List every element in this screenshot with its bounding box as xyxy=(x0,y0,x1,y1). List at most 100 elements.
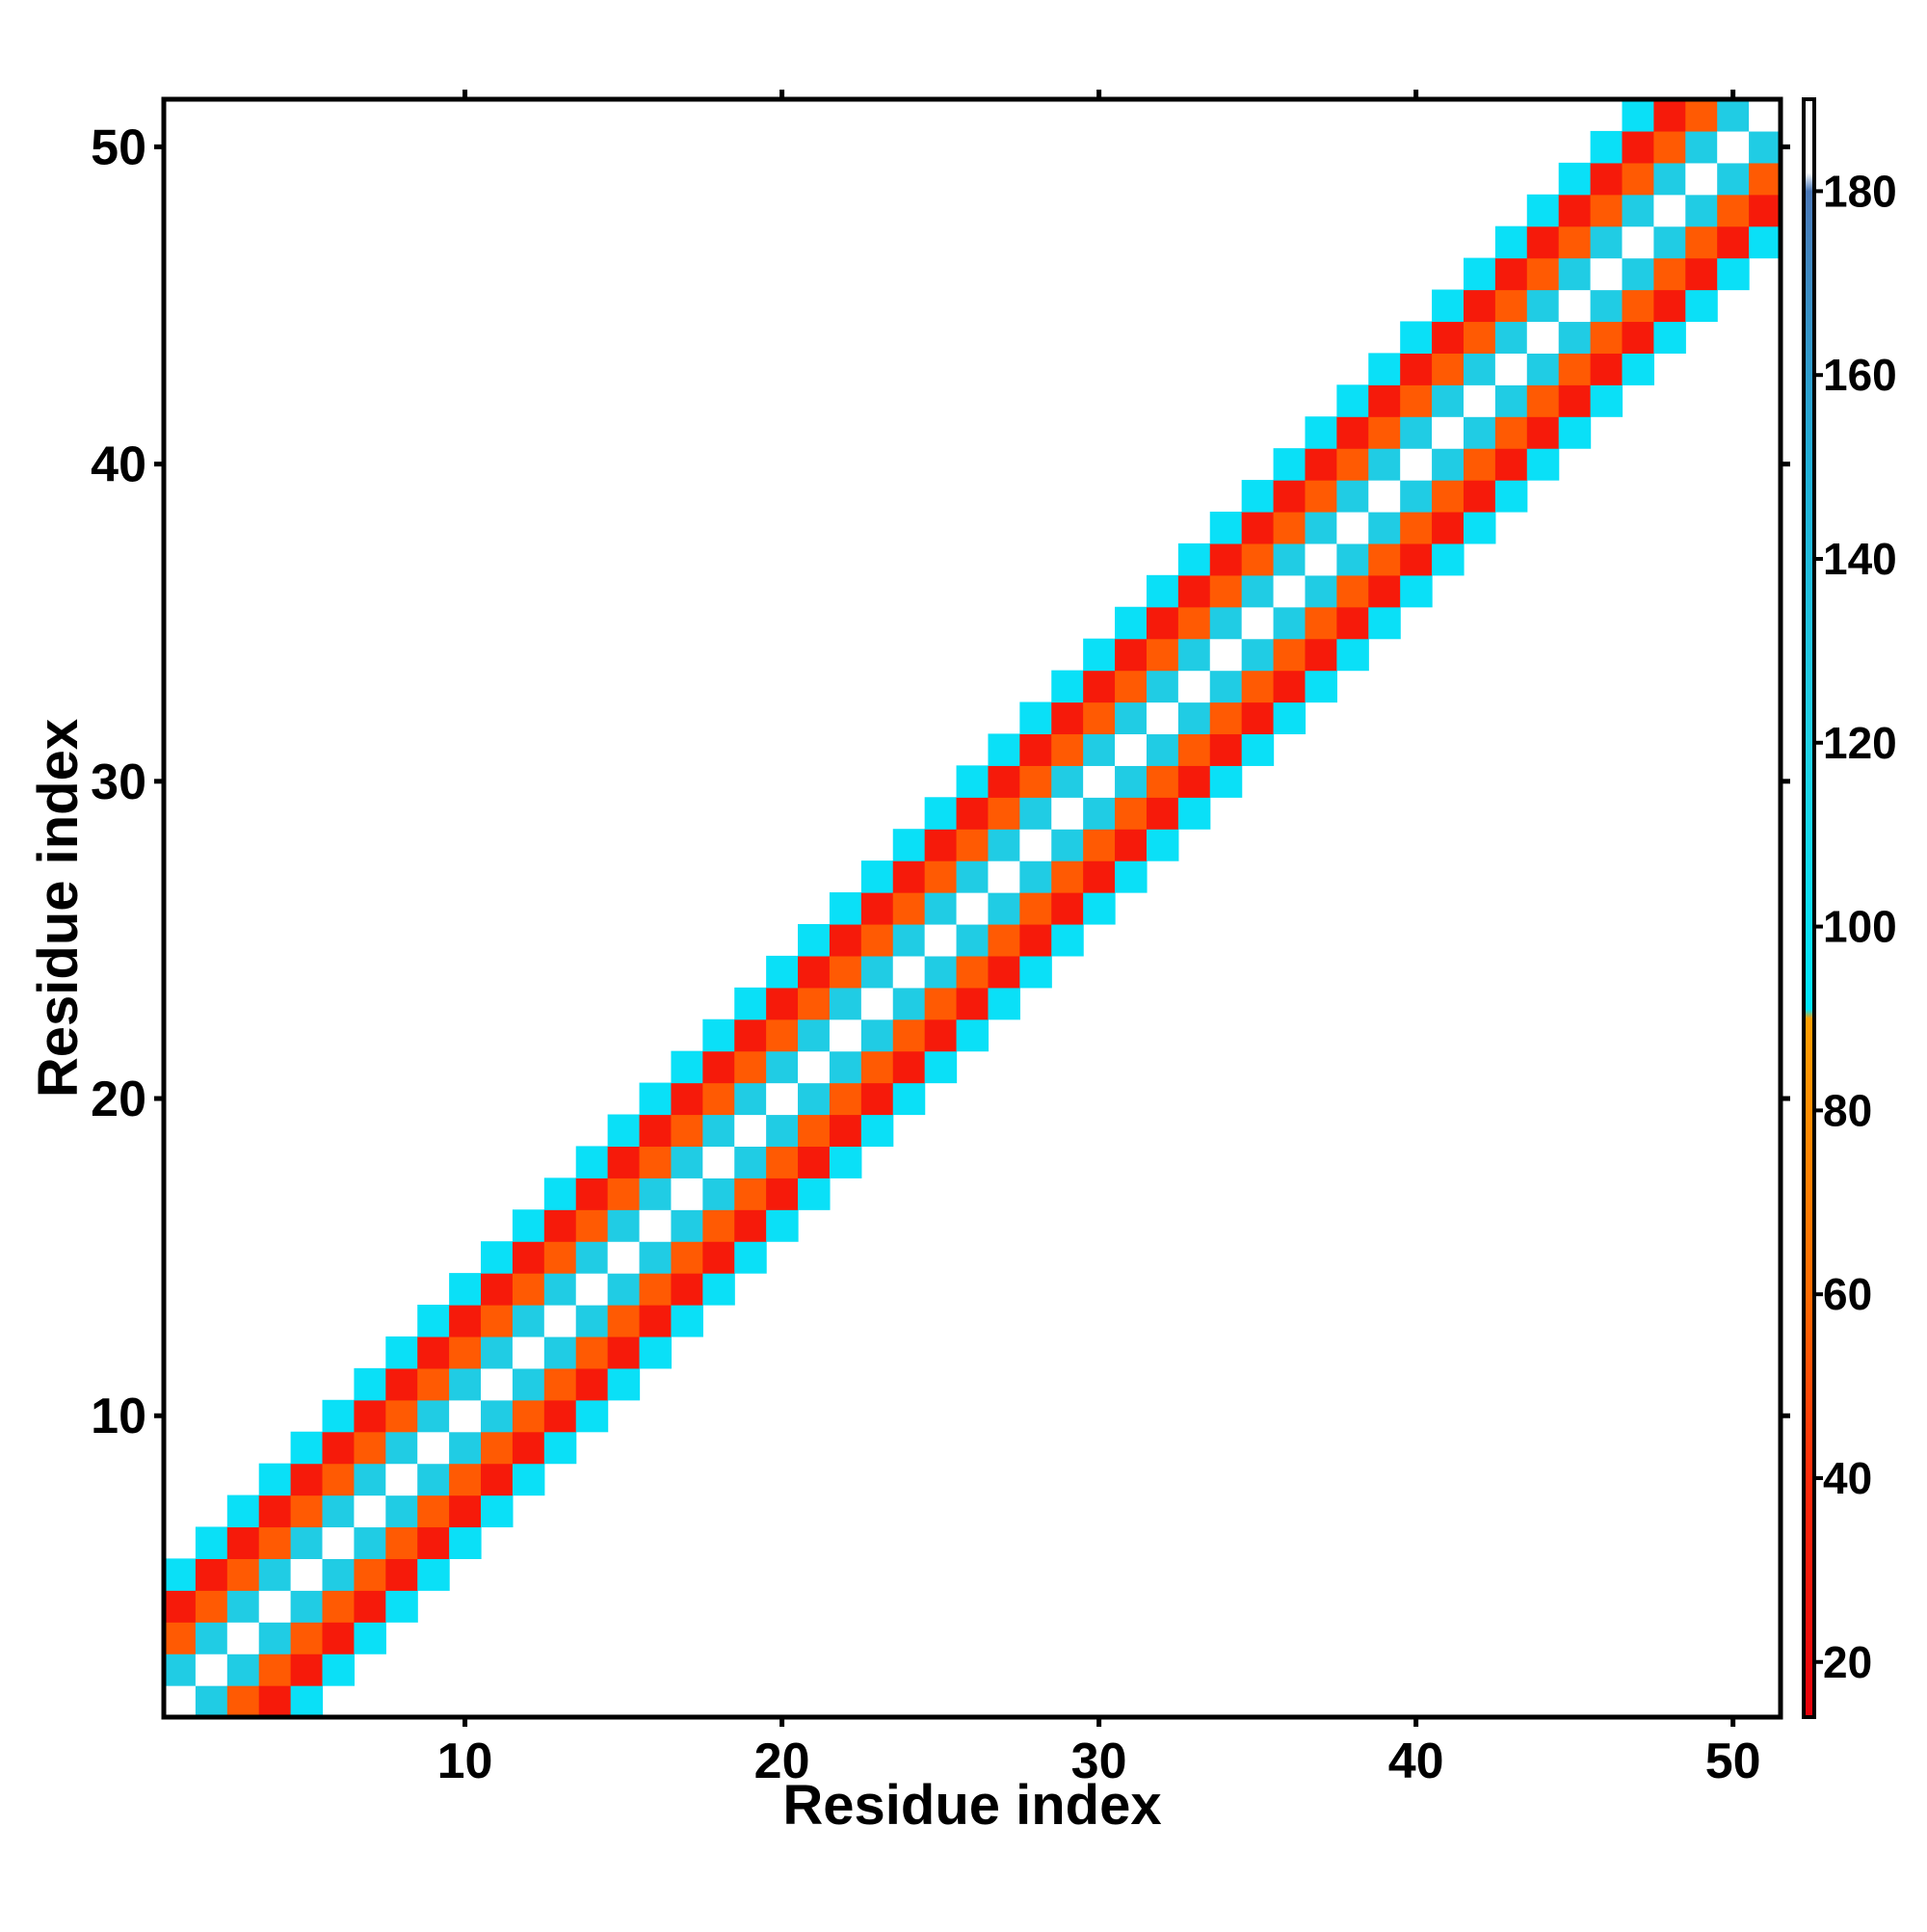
heatmap-cell xyxy=(1083,765,1116,798)
heatmap-cell xyxy=(1400,511,1433,544)
heatmap-cell xyxy=(1368,543,1401,576)
heatmap-cell xyxy=(639,1114,673,1148)
heatmap-cell xyxy=(1051,829,1084,861)
heatmap-cell xyxy=(798,1146,831,1178)
heatmap-cell xyxy=(1115,638,1148,672)
heatmap-cell xyxy=(1400,448,1433,481)
heatmap-cell xyxy=(1749,162,1782,196)
heatmap-cell xyxy=(734,1019,767,1052)
heatmap-cell xyxy=(1622,162,1654,196)
heatmap-cell xyxy=(226,1685,260,1718)
heatmap-cell xyxy=(1432,353,1465,385)
heatmap-cell xyxy=(924,1019,958,1052)
heatmap-cell xyxy=(417,1463,450,1496)
heatmap-cell xyxy=(639,1336,673,1369)
heatmap-cell xyxy=(1558,162,1592,196)
heatmap-cell xyxy=(1494,416,1528,449)
heatmap-cell xyxy=(1717,130,1750,164)
heatmap-cell xyxy=(1463,289,1496,323)
heatmap-cell xyxy=(1590,130,1623,164)
heatmap-cell xyxy=(702,1146,735,1178)
y-tick-label: 10 xyxy=(91,1389,146,1444)
heatmap-cell xyxy=(892,1082,926,1116)
heatmap-cell xyxy=(892,829,926,861)
heatmap-cell xyxy=(195,1526,228,1559)
heatmap-cell xyxy=(481,1336,514,1369)
heatmap-cell xyxy=(1526,289,1560,323)
heatmap-cell xyxy=(354,1367,386,1401)
heatmap-cell xyxy=(766,987,799,1020)
heatmap-cell xyxy=(1685,162,1718,196)
heatmap-cell xyxy=(988,923,1020,957)
colorbar-tick-label: 60 xyxy=(1823,1269,1872,1319)
heatmap-cell xyxy=(1209,543,1243,576)
heatmap-cell xyxy=(1305,670,1337,703)
heatmap-cell xyxy=(481,1305,514,1337)
heatmap-cell xyxy=(829,1146,862,1178)
heatmap-cell xyxy=(1653,289,1686,323)
heatmap-cell xyxy=(226,1622,260,1654)
heatmap-cell xyxy=(1368,606,1401,640)
heatmap-cell xyxy=(1590,194,1623,227)
heatmap-cell xyxy=(924,923,958,957)
heatmap-cell xyxy=(1368,384,1401,417)
heatmap-cell xyxy=(1590,384,1623,417)
heatmap-cell xyxy=(385,1431,418,1465)
heatmap-cell xyxy=(1305,480,1337,513)
heatmap-cell xyxy=(607,1273,641,1306)
heatmap-cell xyxy=(1432,448,1465,481)
heatmap-cell xyxy=(1083,829,1116,861)
heatmap-cell xyxy=(924,987,958,1020)
heatmap-cell xyxy=(290,1558,324,1591)
heatmap-cell xyxy=(1336,384,1369,417)
heatmap-cell xyxy=(860,1114,894,1148)
heatmap-cell xyxy=(481,1431,514,1465)
heatmap-cell xyxy=(385,1526,418,1559)
heatmap-cell xyxy=(354,1399,386,1433)
heatmap-cell xyxy=(734,1241,767,1274)
heatmap-cell xyxy=(385,1336,418,1369)
heatmap-cell xyxy=(1051,670,1084,703)
heatmap-cell xyxy=(1400,574,1433,608)
heatmap-cell xyxy=(449,1526,482,1559)
heatmap-cell xyxy=(1146,606,1179,640)
heatmap-cell xyxy=(1558,194,1592,227)
heatmap-cell xyxy=(1083,860,1116,893)
heatmap-cell xyxy=(702,1114,735,1148)
heatmap-cell xyxy=(164,1558,197,1591)
heatmap-cell xyxy=(195,1558,228,1591)
heatmap-cell xyxy=(1368,353,1401,385)
heatmap-cell xyxy=(1305,606,1337,640)
heatmap-cell xyxy=(607,1241,641,1274)
heatmap-cell xyxy=(354,1590,386,1623)
heatmap-cell xyxy=(164,1622,197,1654)
heatmap-cell xyxy=(1019,923,1052,957)
heatmap-cell xyxy=(829,987,862,1020)
heatmap-cell xyxy=(417,1336,450,1369)
heatmap-cell xyxy=(1083,797,1116,830)
heatmap-cell xyxy=(1083,701,1116,735)
heatmap-cell xyxy=(258,1558,292,1591)
heatmap-cell xyxy=(1558,416,1592,449)
heatmap-cell xyxy=(607,1336,641,1369)
heatmap-cell xyxy=(1622,225,1654,259)
heatmap-cell xyxy=(1241,574,1275,608)
heatmap-cell xyxy=(671,1209,703,1242)
heatmap-cell xyxy=(829,1082,862,1116)
heatmap-cell xyxy=(1558,289,1592,323)
heatmap-cell xyxy=(512,1305,545,1337)
heatmap-cell xyxy=(575,1178,609,1210)
heatmap-cell xyxy=(924,797,958,830)
heatmap-cell xyxy=(354,1463,386,1496)
heatmap-cell xyxy=(1368,511,1401,544)
heatmap-cell xyxy=(258,1685,292,1718)
heatmap-cell xyxy=(1115,860,1148,893)
heatmap-cell xyxy=(1368,448,1401,481)
heatmap-cell xyxy=(671,1114,703,1148)
heatmap-cell xyxy=(322,1399,356,1433)
heatmap-cell xyxy=(1241,511,1275,544)
heatmap-cell xyxy=(385,1590,418,1623)
heatmap-cell xyxy=(766,1209,799,1242)
heatmap-cell xyxy=(481,1367,514,1401)
